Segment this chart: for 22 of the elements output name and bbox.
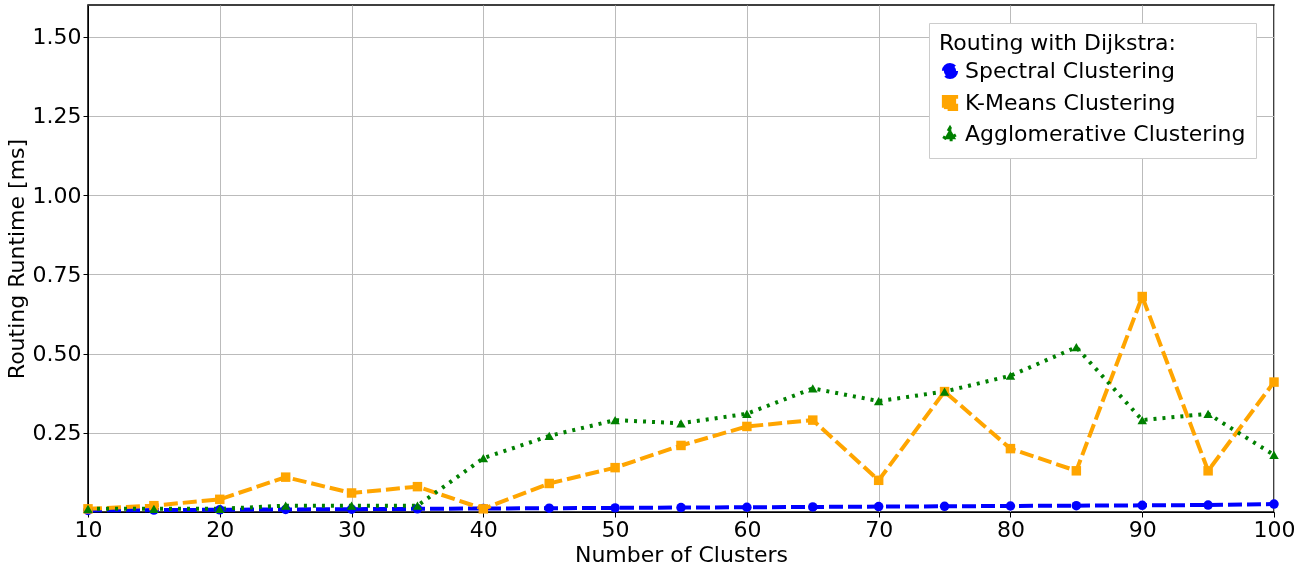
y-tick-label: 0.25: [32, 420, 82, 446]
x-tick-label: 70: [865, 516, 894, 542]
x-tick-label: 50: [601, 516, 630, 542]
y-tick-label: 0.75: [32, 261, 82, 287]
x-tick-label: 60: [733, 516, 762, 542]
x-tick-label: 80: [996, 516, 1025, 542]
y-axis-title: Routing Runtime [ms]: [3, 138, 29, 380]
x-tick-label: 10: [74, 516, 103, 542]
x-tick-label: 90: [1128, 516, 1157, 542]
legend-title: Routing with Dijkstra:: [939, 30, 1176, 55]
legend-label: Agglomerative Clustering: [965, 121, 1246, 146]
x-tick-label: 100: [1253, 516, 1296, 542]
x-tick-label: 20: [206, 516, 235, 542]
x-tick-label: 40: [469, 516, 498, 542]
y-tick-label: 1.50: [32, 24, 82, 50]
y-tick-label: 1.25: [32, 103, 82, 129]
y-tick-label: 1.00: [32, 182, 82, 208]
legend-label: K-Means Clustering: [965, 90, 1176, 115]
x-axis-title: Number of Clusters: [574, 541, 789, 567]
x-tick-label: 30: [338, 516, 367, 542]
y-tick-label: 0.50: [32, 341, 82, 367]
legend-label: Spectral Clustering: [965, 58, 1175, 83]
